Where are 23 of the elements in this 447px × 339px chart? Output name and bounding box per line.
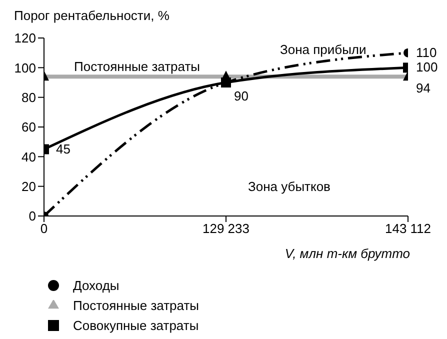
y-tick-label: 0 xyxy=(28,208,36,224)
data-label: 94 xyxy=(416,80,430,96)
annotation: Зона прибыли xyxy=(280,42,366,57)
data-label: 110 xyxy=(416,44,437,60)
y-axis-title: Порог рентабельности, % xyxy=(14,8,170,24)
data-label: 100 xyxy=(416,60,438,75)
data-label: 90 xyxy=(234,88,248,104)
y-tick-label: 40 xyxy=(22,149,36,164)
y-tick-label: 100 xyxy=(14,60,36,76)
y-tick-label: 120 xyxy=(14,30,36,46)
legend-label: Постоянные затраты xyxy=(73,298,200,313)
annotation: Зона убытков xyxy=(248,179,330,194)
annotation: Постоянные затраты xyxy=(74,59,200,74)
y-tick-label: 20 xyxy=(22,178,36,194)
x-tick-label: 143 112 xyxy=(384,221,432,236)
x-tick-label: 129 233 xyxy=(202,221,250,236)
data-label: 45 xyxy=(56,141,70,156)
x-tick-label: 0 xyxy=(40,221,48,236)
y-tick-label: 80 xyxy=(22,90,36,105)
x-axis-title: V, млн т-км брутто xyxy=(284,246,410,261)
legend-label: Совокупные затраты xyxy=(73,318,199,333)
legend-label: Доходы xyxy=(73,278,120,293)
y-tick-label: 60 xyxy=(22,120,36,135)
